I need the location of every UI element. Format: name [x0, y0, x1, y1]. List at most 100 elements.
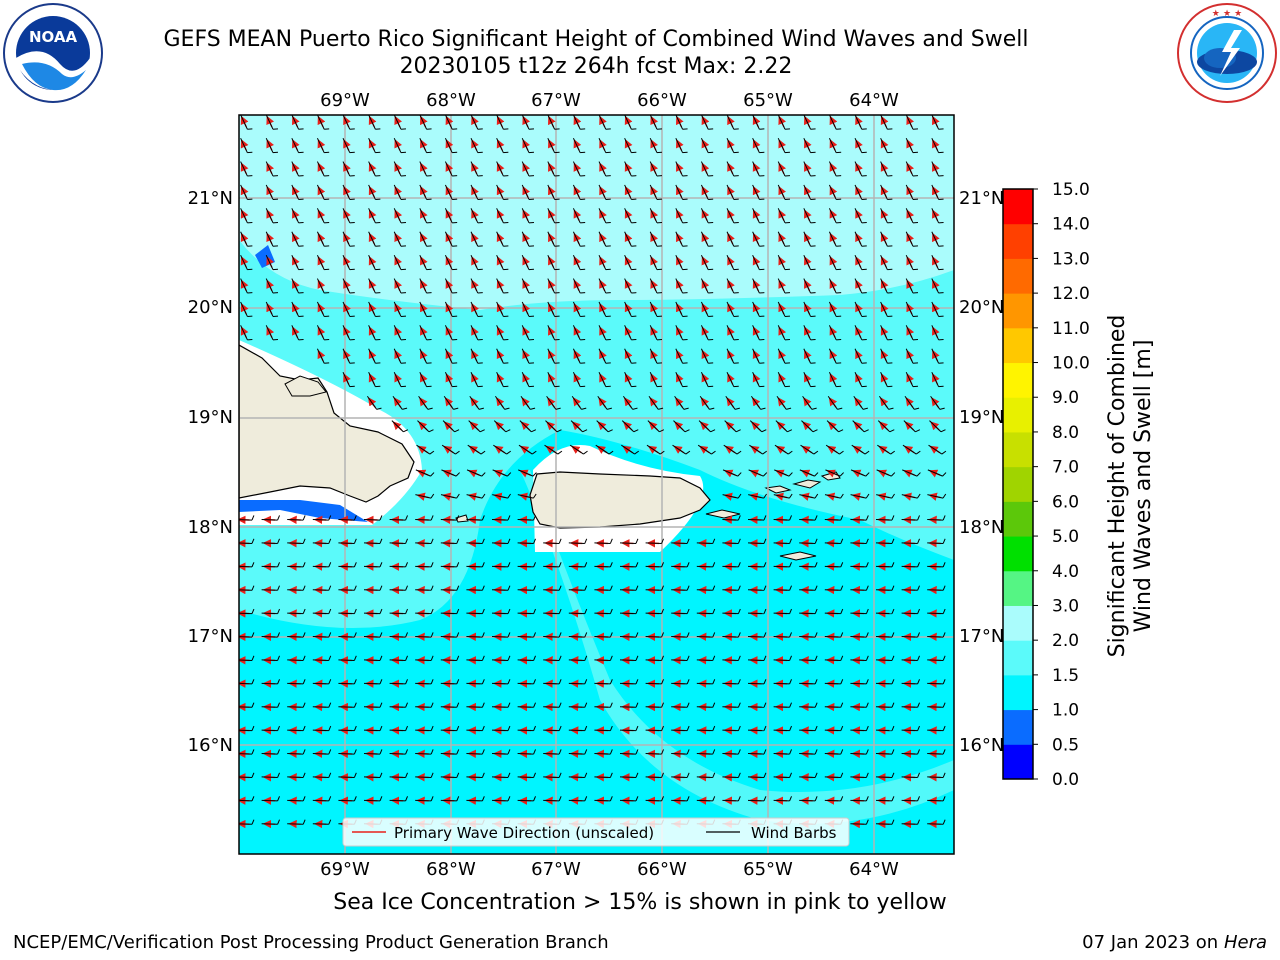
wind-barb-flag [737, 679, 741, 685]
wind-barb-flag [455, 450, 460, 455]
wind-barb-flag [533, 515, 536, 521]
wind-barb [854, 325, 863, 341]
wind-barb [393, 254, 402, 270]
wind-barb-flag [789, 749, 792, 755]
wind-barb [747, 659, 765, 661]
wind-barb-flag [403, 429, 409, 433]
wind-barb [752, 301, 760, 317]
footer-host: Hera [1223, 932, 1267, 953]
wind-barb [752, 231, 760, 247]
wind-barb [517, 659, 534, 661]
noaa-logo-icon: NOAA [3, 3, 103, 103]
wind-barb [645, 776, 662, 778]
wind-barb [777, 301, 786, 317]
wind-barb-flag [405, 772, 408, 778]
wind-barb [773, 612, 790, 615]
wind-barb-flag [277, 679, 280, 685]
wind-barb [441, 469, 457, 477]
wind-barb [598, 231, 607, 247]
wind-barb [726, 161, 735, 177]
wind-barb [752, 208, 760, 224]
wind-barb [521, 254, 530, 270]
wind-barb [752, 161, 760, 177]
wind-barb [905, 254, 914, 270]
colorbar-segment [1003, 189, 1033, 225]
wind-barb [773, 565, 790, 568]
wind-barb [675, 371, 684, 387]
wind-barb-flag [840, 772, 844, 778]
wind-barb-flag [507, 796, 511, 802]
wind-barb [799, 682, 816, 685]
wind-barb [598, 254, 607, 270]
wind-barb [854, 348, 863, 364]
wind-barb [342, 278, 351, 294]
wind-barb [901, 706, 918, 708]
wind-barb-flag [942, 608, 946, 614]
wind-barb-flag [865, 493, 870, 499]
wind-barb [824, 565, 841, 568]
wind-barb-flag [479, 429, 485, 433]
wind-barb-flag [865, 679, 869, 685]
wind-barb [419, 348, 428, 364]
wind-barb [675, 325, 684, 341]
wind-barb [905, 161, 914, 177]
wind-barb [291, 254, 300, 270]
wind-barb-flag [609, 608, 613, 614]
wind-barb [700, 137, 709, 153]
wind-barb-flag [456, 538, 460, 544]
wind-barb-flag [328, 819, 332, 825]
wind-barb [799, 799, 816, 802]
wind-barb-flag [865, 538, 869, 544]
wind-barb [696, 799, 713, 802]
wind-barb-flag [789, 772, 792, 778]
wind-barb-flag [709, 407, 715, 410]
wind-barb [799, 565, 816, 568]
wind-barb [799, 542, 816, 544]
wind-barb [726, 137, 735, 153]
wind-barb-flag [277, 538, 280, 544]
wind-barb-flag [890, 450, 896, 455]
wind-barb-flag [942, 538, 946, 544]
wind-barb [517, 753, 534, 755]
wind-barb-flag [890, 472, 896, 477]
wind-barb-flag [942, 819, 946, 825]
wind-barb-flag [762, 472, 768, 477]
wind-barb [316, 208, 325, 224]
wind-barb [854, 161, 863, 177]
wind-barb [773, 542, 790, 544]
wind-barb-flag [891, 679, 895, 685]
wind-barb [521, 208, 530, 224]
wind-barb-flag [840, 562, 844, 568]
wind-barb [543, 659, 560, 661]
wind-barb [722, 542, 739, 544]
wind-barb-flag [761, 429, 767, 433]
wind-barb [419, 184, 428, 200]
wind-barb [697, 444, 712, 455]
wind-barb [543, 589, 560, 591]
wind-barb [491, 636, 509, 638]
wind-barb [671, 636, 688, 638]
wind-barb [824, 612, 841, 615]
wind-barb [901, 636, 918, 638]
colorbar-segment [1003, 397, 1033, 433]
wind-barb-flag [481, 796, 485, 802]
wind-barb [671, 776, 688, 778]
wind-barb [342, 254, 351, 270]
wind-barb [671, 729, 688, 732]
wind-barb-flag [942, 772, 946, 778]
wind-barb [389, 612, 406, 615]
wind-barb-flag [507, 702, 511, 708]
wind-barb [517, 542, 534, 544]
wind-barb-flag [532, 493, 537, 499]
wind-barb [824, 589, 841, 591]
wind-barb [363, 542, 381, 544]
wind-barb-flag [328, 562, 332, 568]
wind-barb [645, 729, 662, 732]
wind-barb [927, 494, 944, 499]
wind-barb [491, 519, 509, 521]
wind-barb [726, 254, 735, 270]
wind-barb [671, 706, 688, 708]
wind-barb [722, 469, 738, 477]
lon-label-bottom: 67°W [531, 859, 581, 880]
wind-barb [568, 659, 585, 661]
